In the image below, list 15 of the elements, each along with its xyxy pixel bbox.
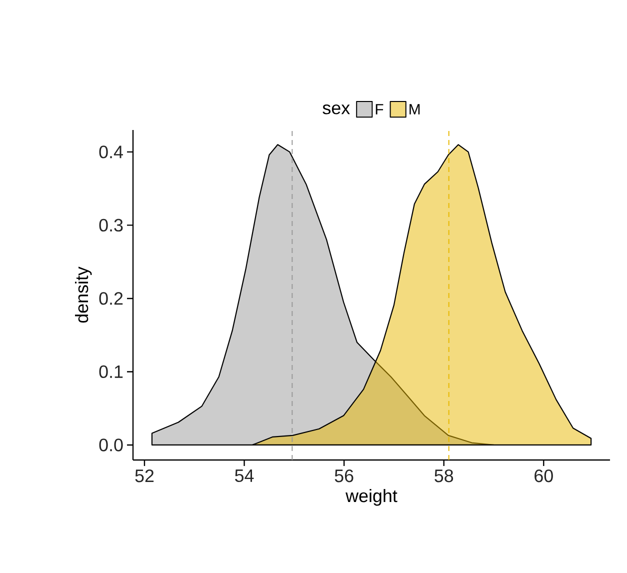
legend-label: F (376, 104, 384, 114)
y-axis-title: density (75, 266, 92, 323)
x-tick-label: 60 (534, 469, 553, 482)
x-tick-label: 56 (334, 469, 354, 482)
legend-label: M (410, 104, 420, 114)
y-tick-label: 0.1 (99, 365, 123, 378)
x-tick-label: 52 (135, 469, 154, 482)
y-tick-label: 0.0 (99, 438, 123, 452)
y-tick-label: 0.4 (99, 146, 123, 158)
x-axis-title: weight (346, 489, 398, 506)
y-tick-label: 0.2 (99, 292, 123, 305)
legend-title: sex (322, 104, 350, 114)
x-tick-label: 54 (235, 470, 254, 482)
x-tick-label: 58 (434, 469, 454, 482)
y-tick-label: 0.3 (99, 218, 123, 232)
